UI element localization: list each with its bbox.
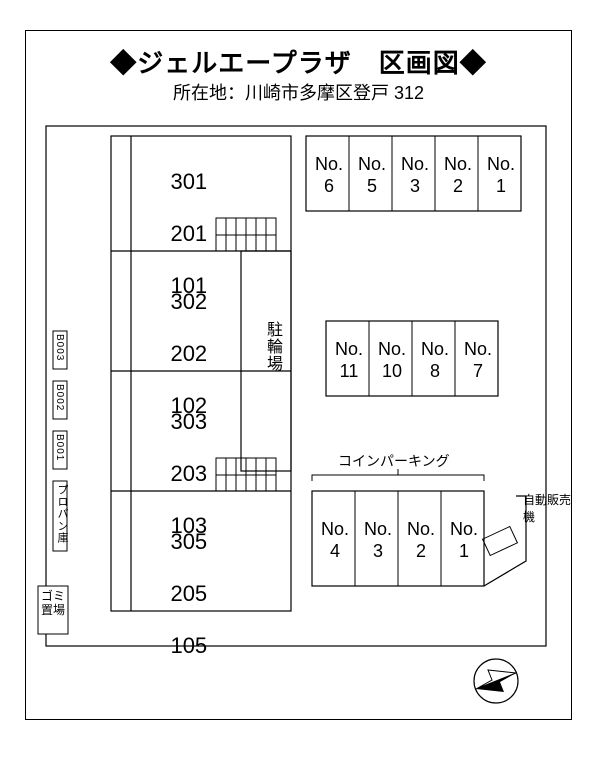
coin-parking-2: No. 2 (401, 518, 441, 562)
vending-label: 自動販売機 (523, 491, 571, 525)
coin-parking-1: No. 1 (444, 518, 484, 562)
room-302: 302 (170, 289, 207, 314)
parking-mid-8: No. 8 (415, 338, 455, 382)
parking-upper-3: No. 3 (395, 153, 435, 197)
room-305: 305 (170, 529, 207, 554)
west-b003: B003 (54, 334, 65, 361)
room-105: 105 (170, 633, 207, 658)
room-303: 303 (170, 409, 207, 434)
parking-upper-2: No. 2 (438, 153, 478, 197)
parking-mid-7: No. 7 (458, 338, 498, 382)
parking-upper-6: No. 6 (309, 153, 349, 197)
room-301: 301 (170, 169, 207, 194)
gomi-label: ゴミ 置場 (41, 589, 65, 617)
parking-mid-11: No. 11 (329, 338, 369, 382)
room-205: 205 (170, 581, 207, 606)
page-frame: ◆ジェルエープラザ 区画図◆ 所在地：川崎市多摩区登戸 312 (25, 30, 572, 720)
coin-parking-3: No. 3 (358, 518, 398, 562)
west-b002: B002 (54, 384, 65, 411)
parking-upper-5: No. 5 (352, 153, 392, 197)
west-b001: B001 (54, 434, 65, 461)
parking-upper-1: No. 1 (481, 153, 521, 197)
coin-parking-label: コインパーキング (338, 451, 450, 471)
gomi-text-2: 置場 (41, 603, 65, 617)
parking-mid-10: No. 10 (372, 338, 412, 382)
propane-label: プロパン庫 (54, 484, 70, 544)
room-202: 202 (170, 341, 207, 366)
rooms-block-4: 305 205 105 (146, 503, 207, 685)
room-203: 203 (170, 461, 207, 486)
gomi-text-1: ゴミ (41, 589, 65, 603)
room-201: 201 (170, 221, 207, 246)
bike-parking-label: 駐輪場 (260, 321, 284, 372)
coin-parking-4: No. 4 (315, 518, 355, 562)
